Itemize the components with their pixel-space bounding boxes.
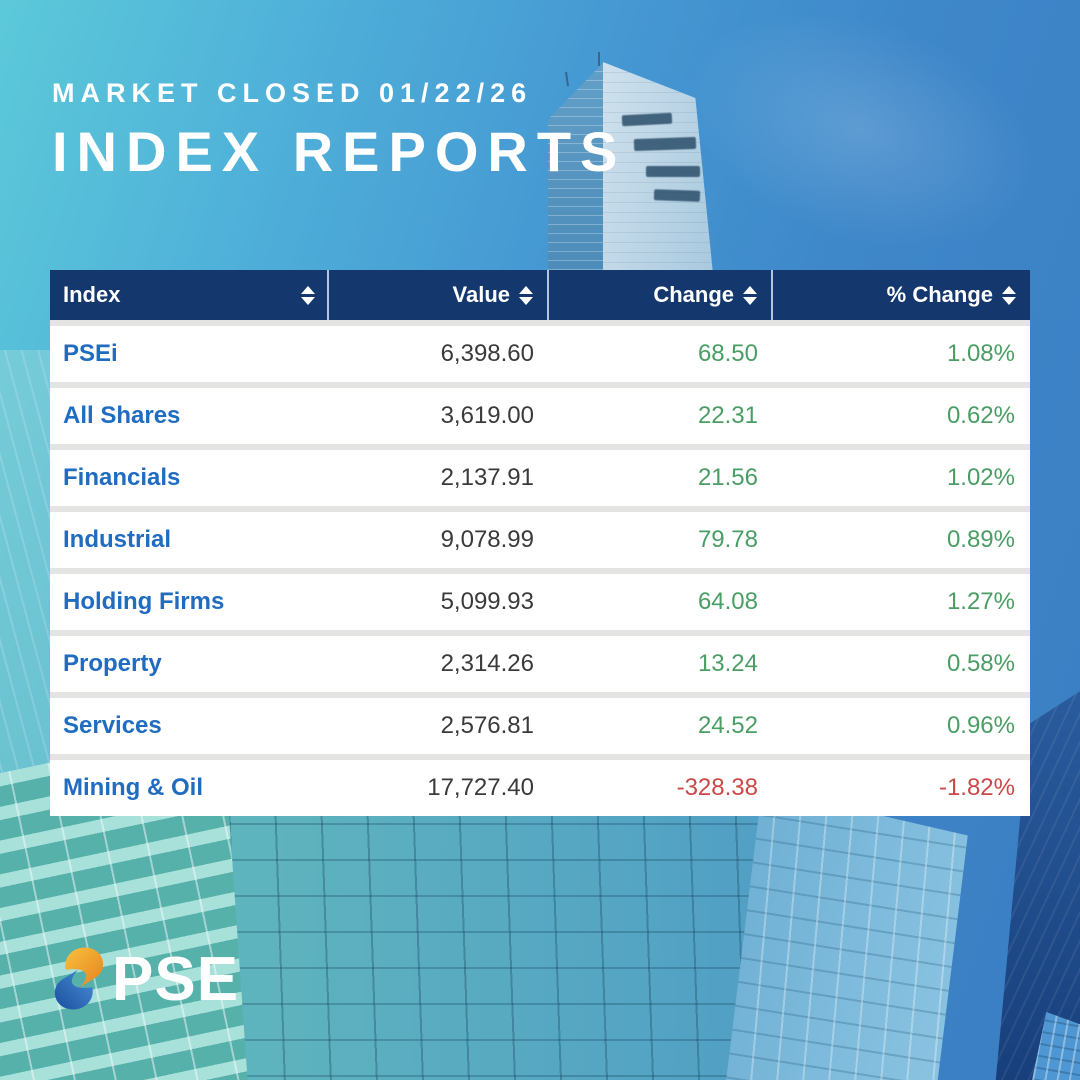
table-row: Mining & Oil 17,727.40 -328.38 -1.82%	[50, 754, 1030, 816]
pct-change-cell: 0.89%	[946, 526, 1015, 553]
change-cell: 22.31	[697, 402, 758, 429]
pct-change-cell: 1.08%	[946, 340, 1015, 367]
glass-facade-right-face	[719, 788, 968, 1080]
column-label-change: Change	[653, 282, 734, 307]
pct-change-cell: 0.96%	[946, 712, 1015, 739]
index-name-cell: All Shares	[63, 402, 181, 429]
index-name-cell: Property	[63, 650, 162, 677]
value-cell: 2,576.81	[440, 712, 534, 739]
table-row: PSEi 6,398.60 68.50 1.08%	[50, 320, 1030, 382]
change-cell: 68.50	[697, 340, 758, 367]
value-cell: 17,727.40	[427, 774, 534, 801]
table-row: Financials 2,137.91 21.56 1.02%	[50, 444, 1030, 506]
pse-logo-icon	[54, 947, 104, 1010]
cloud-decoration	[654, 0, 1066, 291]
sort-arrows-icon	[301, 285, 315, 305]
table-body: PSEi 6,398.60 68.50 1.08% All Shares 3,619.00…	[50, 320, 1030, 816]
pct-change-cell: 1.27%	[946, 588, 1015, 615]
index-name-cell: Financials	[63, 464, 181, 491]
rooftop-antenna	[598, 52, 600, 66]
column-header-index[interactable]: Index	[50, 270, 329, 320]
value-cell: 2,314.26	[440, 650, 534, 677]
index-name-cell: Holding Firms	[63, 588, 225, 615]
value-cell: 6,398.60	[440, 340, 534, 367]
table-row: Industrial 9,078.99 79.78 0.89%	[50, 506, 1030, 568]
column-header-value[interactable]: Value	[329, 270, 549, 320]
table-row: All Shares 3,619.00 22.31 0.62%	[50, 382, 1030, 444]
pse-logo: PSE	[50, 942, 239, 1016]
index-name-cell: Industrial	[63, 526, 172, 553]
sort-arrows-icon	[519, 285, 533, 305]
change-cell: 64.08	[697, 588, 758, 615]
column-label-value: Value	[452, 282, 510, 307]
table-row: Holding Firms 5,099.93 64.08 1.27%	[50, 568, 1030, 630]
index-name-cell: Services	[63, 712, 162, 739]
pct-change-cell: 1.02%	[946, 464, 1015, 491]
value-cell: 5,099.93	[440, 588, 534, 615]
change-cell: -328.38	[676, 774, 758, 801]
column-header-pct-change[interactable]: % Change	[773, 270, 1030, 320]
change-cell: 24.52	[697, 712, 758, 739]
left-edge-building	[0, 350, 54, 830]
table-row: Services 2,576.81 24.52 0.96%	[50, 692, 1030, 754]
pct-change-cell: -1.82%	[938, 774, 1015, 801]
table-header-row: Index Value Change % Change	[50, 270, 1030, 320]
index-table: Index Value Change % Change PSEi 6,398.60…	[50, 270, 1030, 816]
skyscraper-signage	[620, 108, 706, 214]
index-name-cell: Mining & Oil	[63, 774, 203, 801]
change-cell: 21.56	[697, 464, 758, 491]
pct-change-cell: 0.58%	[946, 650, 1015, 677]
index-name-cell: PSEi	[63, 340, 118, 367]
pse-logo-text: PSE	[112, 944, 240, 1014]
title-block: MARKET CLOSED 01/22/26 INDEX REPORTS	[52, 78, 626, 184]
page-title: INDEX REPORTS	[52, 120, 627, 183]
column-label-index: Index	[63, 282, 121, 307]
value-cell: 9,078.99	[440, 526, 534, 553]
value-cell: 2,137.91	[440, 464, 534, 491]
sort-arrows-icon	[743, 285, 757, 305]
value-cell: 3,619.00	[440, 402, 534, 429]
sort-arrows-icon	[1002, 285, 1016, 305]
corner-building	[1032, 1012, 1080, 1080]
column-label-pct-change: % Change	[886, 282, 993, 307]
pct-change-cell: 0.62%	[946, 402, 1015, 429]
change-cell: 13.24	[697, 650, 758, 677]
table-row: Property 2,314.26 13.24 0.58%	[50, 630, 1030, 692]
column-header-change[interactable]: Change	[549, 270, 773, 320]
market-status-label: MARKET CLOSED 01/22/26	[52, 78, 533, 108]
change-cell: 79.78	[697, 526, 758, 553]
